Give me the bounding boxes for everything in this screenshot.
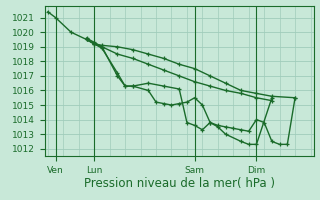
X-axis label: Pression niveau de la mer( hPa ): Pression niveau de la mer( hPa ) <box>84 178 275 190</box>
